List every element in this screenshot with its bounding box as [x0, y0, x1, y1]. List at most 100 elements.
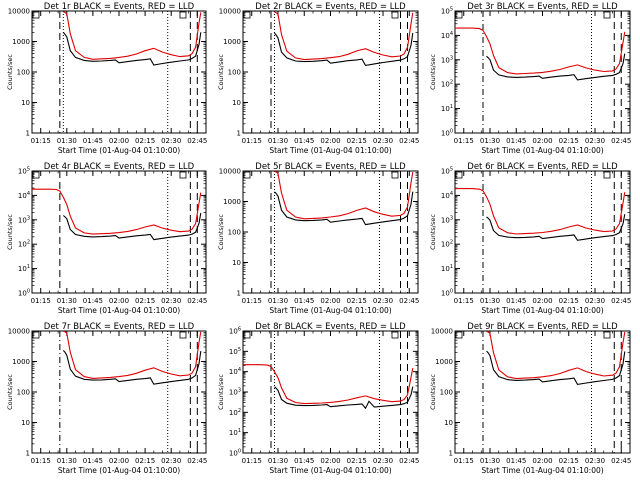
x-tick-label: 01:30: [57, 137, 77, 145]
x-axis-label: Start Time (01-Aug-04 01:10:00): [58, 306, 180, 315]
x-tick-label: 02:30: [373, 297, 393, 305]
panel-title: Det 8r BLACK = Events, RED = LLD: [255, 322, 406, 332]
y-tick-label: 100: [440, 389, 453, 397]
x-tick-label: 02:00: [532, 457, 552, 465]
x-tick-label: 02:30: [585, 137, 605, 145]
x-tick-label: 01:45: [506, 297, 526, 305]
x-tick-label: 01:45: [294, 297, 314, 305]
corner-box-right: [179, 171, 187, 179]
x-axis-label: Start Time (01-Aug-04 01:10:00): [481, 306, 603, 315]
panel-title: Det 3r BLACK = Events, RED = LLD: [467, 2, 618, 12]
corner-box-left: [455, 331, 463, 339]
corner-box-left: [32, 171, 40, 179]
corner-box-left: [455, 171, 463, 179]
x-tick-label: 01:15: [454, 137, 474, 145]
x-tick-label: 02:45: [611, 297, 631, 305]
x-tick-label: 02:30: [161, 457, 181, 465]
x-tick-label: 02:00: [109, 457, 129, 465]
y-tick-label: 1: [449, 450, 453, 458]
x-tick-label: 01:45: [294, 137, 314, 145]
lld-series-line: [63, 11, 202, 60]
panel-title: Det 1r BLACK = Events, RED = LLD: [44, 2, 195, 12]
x-tick-label: 02:30: [373, 457, 393, 465]
corner-box-right: [391, 11, 399, 19]
events-series-line: [62, 350, 202, 385]
x-tick-label: 02:00: [320, 457, 340, 465]
panel-title: Det 2r BLACK = Events, RED = LLD: [255, 2, 406, 12]
corner-box-left: [243, 11, 251, 19]
y-tick-label: 100: [17, 389, 30, 397]
corner-box-right: [179, 331, 187, 339]
panel-det-9: Det 9r BLACK = Events, RED = LLD Counts/s…: [429, 322, 631, 475]
x-axis-label: Start Time (01-Aug-04 01:10:00): [481, 466, 603, 475]
x-tick-label: 01:15: [31, 137, 51, 145]
panel-det-5: Det 5r BLACK = Events, RED = LLD Counts/s…: [217, 162, 419, 315]
x-tick-label: 02:15: [559, 457, 579, 465]
y-tick-label: 10000: [431, 328, 453, 336]
y-tick-label: 100: [228, 69, 241, 77]
y-tick-label: 103: [18, 215, 30, 224]
x-tick-label: 02:15: [135, 137, 155, 145]
x-tick-label: 02:45: [187, 297, 207, 305]
y-tick-label: 10: [21, 419, 30, 427]
x-tick-label: 02:45: [611, 137, 631, 145]
lld-series-line: [274, 171, 414, 220]
y-tick-label: 104: [441, 31, 453, 40]
corner-box-left: [32, 331, 40, 339]
x-tick-label: 01:15: [31, 297, 51, 305]
x-tick-label: 02:30: [585, 297, 605, 305]
y-axis-label: Counts/sec: [217, 374, 225, 410]
x-tick-label: 02:30: [161, 137, 181, 145]
y-axis-label: Counts/sec: [429, 214, 437, 250]
y-tick-label: 10000: [219, 168, 241, 176]
panel-title: Det 6r BLACK = Events, RED = LLD: [467, 162, 618, 172]
x-tick-label: 01:30: [480, 457, 500, 465]
corner-box-left: [455, 11, 463, 19]
events-series-line: [62, 31, 202, 66]
plot-frame: [242, 330, 419, 454]
corner-box-right: [179, 11, 187, 19]
x-tick-label: 02:30: [373, 137, 393, 145]
events-series-line: [274, 32, 414, 67]
x-tick-label: 01:30: [480, 137, 500, 145]
y-tick-label: 10000: [219, 8, 241, 16]
y-tick-label: 1000: [12, 358, 30, 366]
x-tick-label: 01:15: [242, 297, 262, 305]
lld-series-line: [455, 27, 626, 75]
lld-series-line: [32, 188, 202, 235]
x-tick-label: 01:45: [294, 457, 314, 465]
y-tick-label: 1000: [435, 358, 453, 366]
events-series-line: [486, 214, 626, 241]
y-tick-label: 102: [18, 240, 30, 249]
y-tick-label: 1: [26, 130, 30, 138]
x-tick-label: 01:15: [454, 297, 474, 305]
x-axis-label: Start Time (01-Aug-04 01:10:00): [58, 466, 180, 475]
x-axis-label: Start Time (01-Aug-04 01:10:00): [269, 306, 391, 315]
y-tick-label: 10000: [8, 8, 30, 16]
y-tick-label: 104: [229, 367, 241, 376]
plot-frame: [454, 330, 631, 454]
y-tick-label: 1: [237, 130, 241, 138]
events-series-line: [274, 191, 414, 226]
x-tick-label: 02:30: [161, 297, 181, 305]
y-tick-label: 10: [232, 99, 241, 107]
y-tick-label: 103: [441, 215, 453, 224]
y-axis-label: Counts/sec: [429, 54, 437, 90]
plot-frame: [242, 170, 419, 294]
y-tick-label: 10000: [8, 328, 30, 336]
y-tick-label: 10: [444, 419, 453, 427]
y-tick-label: 101: [18, 264, 30, 273]
panel-det-4: Det 4r BLACK = Events, RED = LLD Counts/s…: [6, 162, 207, 315]
panel-title: Det 7r BLACK = Events, RED = LLD: [44, 322, 195, 332]
y-tick-label: 102: [441, 240, 453, 249]
panel-title: Det 5r BLACK = Events, RED = LLD: [255, 162, 406, 172]
x-tick-label: 02:45: [187, 457, 207, 465]
y-axis-label: Counts/sec: [217, 54, 225, 90]
y-axis-label: Counts/sec: [217, 214, 225, 250]
lld-series-line: [63, 331, 202, 379]
x-tick-label: 01:45: [83, 457, 103, 465]
y-tick-label: 10: [21, 99, 30, 107]
y-tick-label: 1000: [223, 198, 241, 206]
corner-box-left: [243, 171, 251, 179]
